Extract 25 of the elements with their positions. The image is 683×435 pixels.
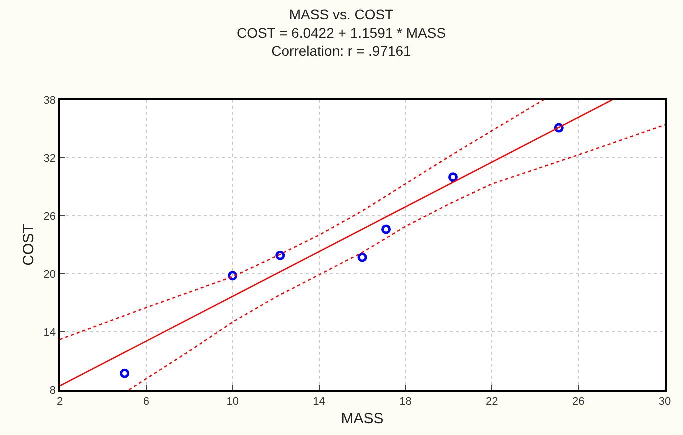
y-tick-label: 32 [44,152,56,165]
y-tick-label: 8 [50,384,56,397]
point [276,250,286,260]
x-tick-label: 10 [226,396,239,408]
x-tick-label: 6 [143,396,150,408]
y-tick-label: 26 [44,210,56,223]
point [120,368,130,378]
chart-subtitle: COST = 6.0422 + 1.1591 * MASS Correlation: r = .97161 [236,24,446,59]
line-series [60,100,545,340]
x-axis-title: MASS [341,410,384,428]
point [358,252,368,262]
x-tick-label: 30 [658,396,672,408]
chart-title: MASS vs. COST [289,6,394,23]
y-axis-title: COST [20,224,38,266]
line-series [128,124,665,390]
x-tick-label: 22 [486,396,498,408]
y-tick-label: 14 [44,326,56,339]
x-tick-label: 26 [572,396,585,408]
x-tick-label: 2 [56,396,64,408]
y-tick-label: 38 [44,94,56,107]
x-tick-label: 18 [400,396,412,408]
y-tick-label: 20 [44,268,56,281]
point [382,224,392,234]
x-tick-label: 14 [313,396,326,408]
point [448,172,458,182]
